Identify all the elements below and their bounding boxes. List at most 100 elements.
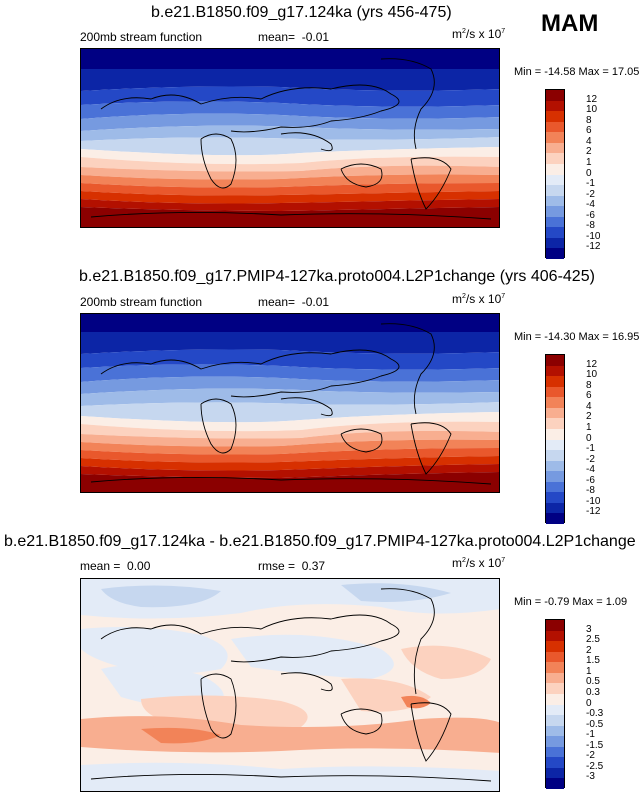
max-label: Max = [578,66,609,78]
stream-function-map-1 [81,49,499,227]
colorbar-swatch [546,481,564,493]
colorbar-tick-label: 2 [586,644,592,656]
colorbar-tick-label: -1.5 [586,739,604,751]
mean-label: mean= [258,30,296,44]
map-plot-3 [80,578,500,792]
panel-2-units: m2/s x 107 [452,292,505,306]
colorbar-tick-label: -10 [586,230,601,242]
colorbar-tick-label: -10 [586,495,601,507]
colorbar-swatch [546,492,564,503]
colorbar-swatch [546,693,564,705]
colorbar-tick-label: 1.5 [586,655,600,667]
stream-function-map-2 [81,314,499,492]
colorbar-tick-label: -4 [586,464,595,476]
colorbar-tick-label: 2.5 [586,634,600,646]
colorbar-tick-label: -8 [586,220,595,232]
colorbar-swatch [546,704,564,716]
colorbar-tick-label: 12 [586,358,598,370]
colorbar-swatch [546,174,564,186]
colorbar-swatch [546,397,564,408]
colorbar-swatch [546,407,564,419]
min-value: -14.58 [544,66,576,78]
colorbar-tick-label: 6 [586,125,592,137]
max-label: Max = [572,596,603,608]
colorbar-swatch [546,757,564,768]
colorbar-swatch [546,100,564,112]
colorbar-tick-label: 4 [586,400,592,412]
min-value: -14.30 [544,331,576,343]
colorbar-swatch [546,439,564,451]
colorbar-tick-label: -1 [586,178,595,190]
colorbar-swatch [546,121,564,133]
panel-3-minmax: Min = -0.79 Max = 1.09 [514,596,627,608]
colorbar-swatch [546,90,564,101]
colorbar-swatch [546,111,564,122]
colorbar-tick-label: -6 [586,474,595,486]
max-label: Max = [578,331,609,343]
colorbar-tick-label: -1 [586,443,595,455]
units-sup: 2 [462,28,466,35]
colorbar-swatch [546,620,564,631]
colorbar-tick-label: 1 [586,421,592,433]
mean-label: mean= [258,295,296,309]
colorbar-swatch [546,163,564,175]
panel-2-mean: mean= -0.01 [258,295,329,309]
colorbar-swatch [546,376,564,387]
rmse-value: 0.37 [301,559,326,573]
units-mid: /s x 10 [465,27,502,41]
colorbar-swatch [546,386,564,398]
colorbar-swatch [546,778,564,789]
colorbar-tick-label: -12 [586,241,601,253]
map-plot-2 [80,313,500,493]
colorbar-swatch [546,365,564,377]
colorbar-tick-label: 0 [586,697,592,709]
rmse-label: rmse = [258,559,296,573]
colorbar-swatch [546,651,564,663]
colorbar-swatch [546,641,564,652]
units-exp: 7 [501,28,506,35]
colorbar-tick-label: 0 [586,167,592,179]
units-base: m [452,27,462,41]
colorbar-tick-label: 0.5 [586,676,600,688]
colorbar-swatch [546,746,564,758]
colorbar-tick-label: 2 [586,146,592,158]
mean-value: -0.01 [301,30,330,44]
colorbar-swatch [546,736,564,747]
colorbar-tick-label: -2 [586,188,595,200]
colorbar-swatch [546,206,564,217]
colorbar-tick-label: -1 [586,729,595,741]
colorbar-swatch [546,471,564,482]
units-sup: 2 [462,293,466,300]
units-base: m [452,292,462,306]
colorbar-tick-label: 6 [586,390,592,402]
colorbar-swatch [546,216,564,228]
colorbar-swatch [546,672,564,684]
colorbar-swatch [546,227,564,238]
panel-3-mean: mean = 0.00 [80,559,150,573]
colorbar-swatch [546,153,564,164]
min-value: -0.79 [544,596,570,608]
max-value: 17.05 [611,66,640,78]
units-sup: 2 [462,557,466,564]
panel-1-title: b.e21.B1850.f09_g17.124ka (yrs 456-475) [151,4,452,21]
colorbar-swatch [546,418,564,429]
colorbar-swatch [546,237,564,249]
colorbar-swatch [546,132,564,143]
colorbar-tick-label: -0.5 [586,718,604,730]
colorbar-swatch [546,725,564,737]
colorbar-swatch [546,428,564,440]
colorbar-tick-label: 8 [586,379,592,391]
colorbar-1 [545,89,565,259]
panel-1-variable: 200mb stream function [80,30,203,44]
colorbar-swatch [546,767,564,779]
panel-2-minmax: Min = -14.30 Max = 16.95 [514,331,639,343]
colorbar-tick-label: 2 [586,411,592,423]
colorbar-swatch [546,248,564,259]
colorbar-tick-label: 1 [586,665,592,677]
units-mid: /s x 10 [465,556,502,570]
colorbar-swatch [546,142,564,154]
colorbar-tick-label: -3 [586,771,595,783]
colorbar-swatch [546,513,564,524]
colorbar-swatch [546,683,564,694]
colorbar-tick-label: 10 [586,369,598,381]
